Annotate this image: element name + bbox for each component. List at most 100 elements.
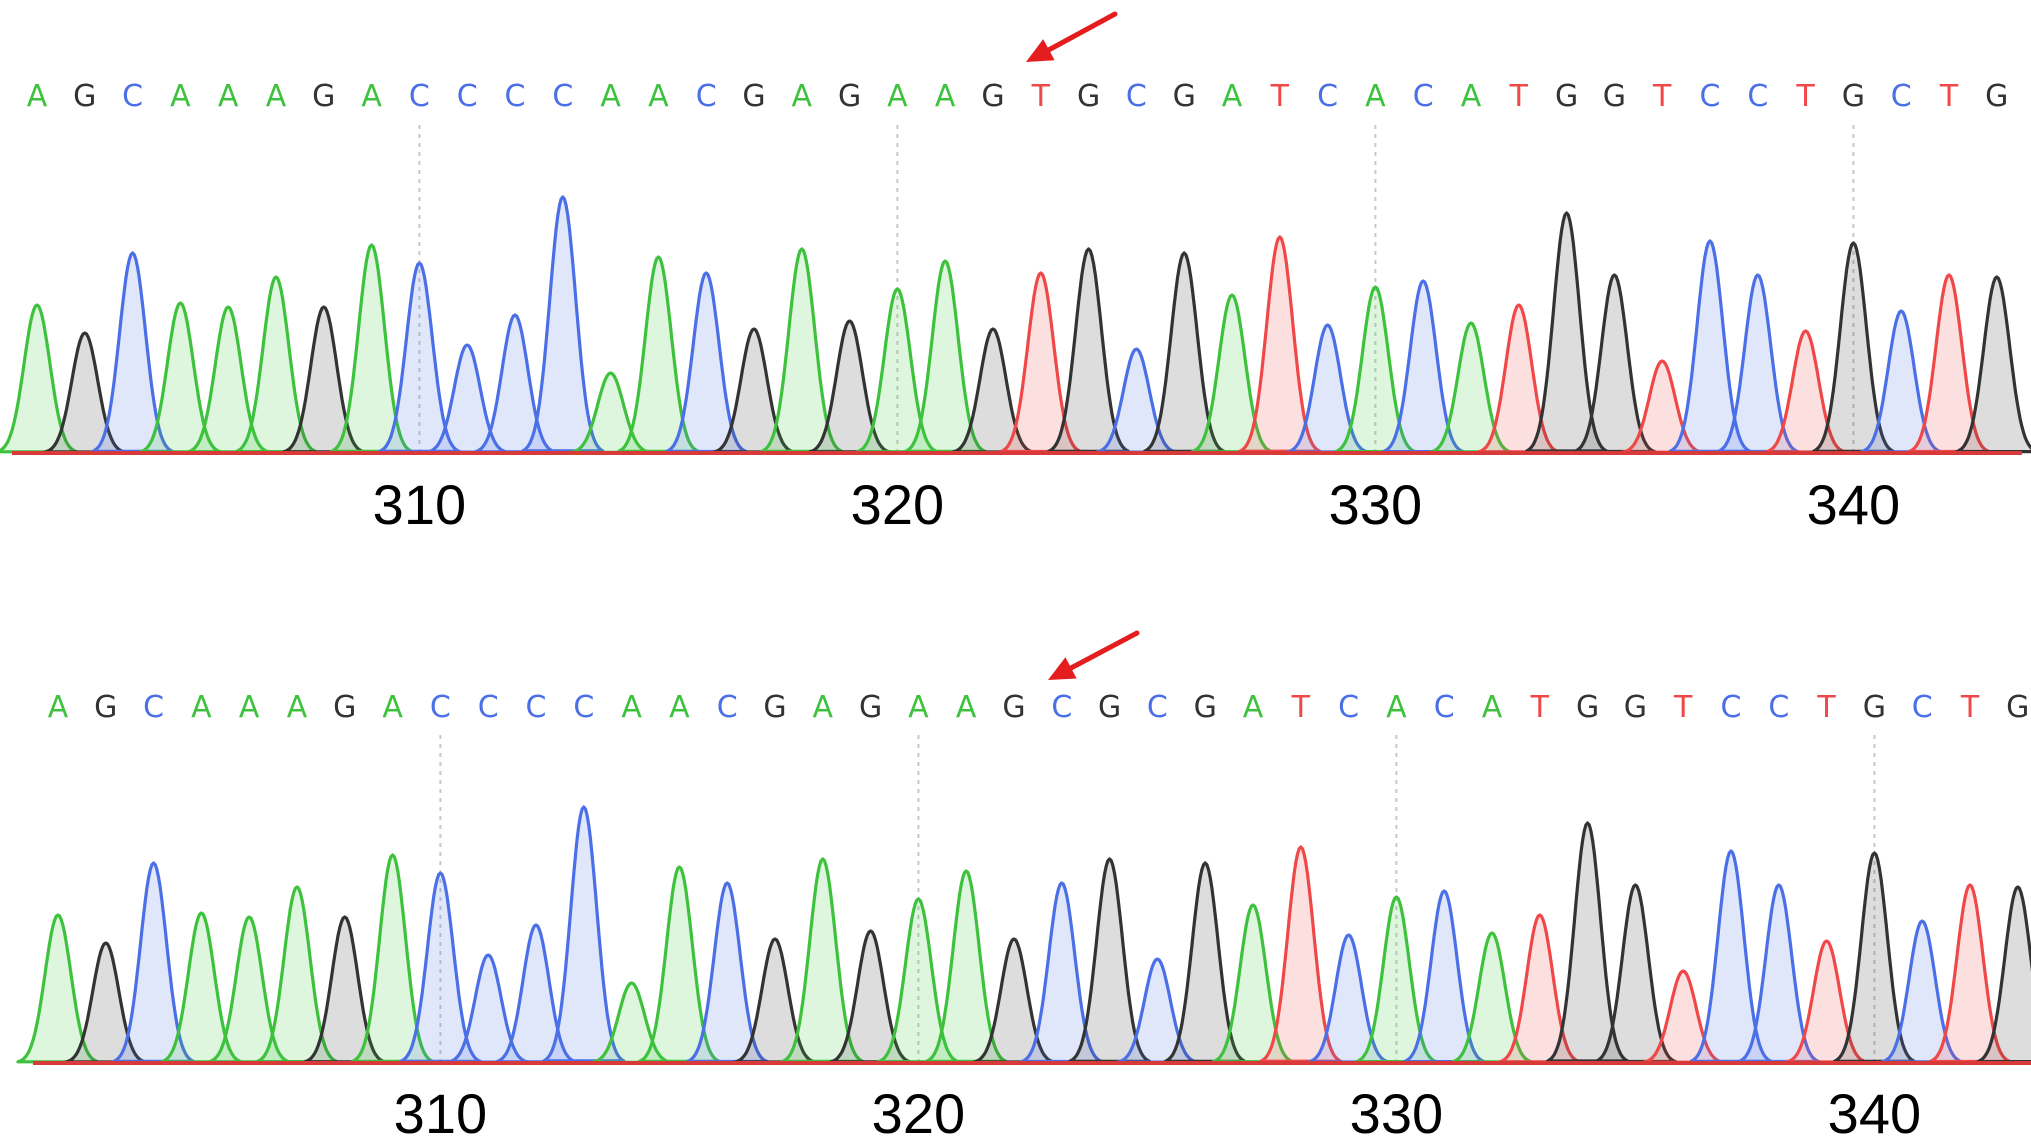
base-call-letter: C	[1891, 79, 1912, 114]
base-call-letter: A	[621, 690, 642, 725]
base-call-letter: G	[73, 79, 96, 114]
base-call-letter: G	[1555, 79, 1578, 114]
x-tick-label: 330	[1350, 1082, 1443, 1137]
peak-G	[1832, 851, 1916, 1063]
base-call-letter: A	[239, 690, 260, 725]
peak-A	[186, 305, 270, 454]
peak-C	[685, 881, 769, 1064]
base-call-letter: T	[1673, 690, 1693, 725]
base-call-letter: G	[838, 79, 861, 114]
base-call-letter: C	[1434, 690, 1455, 725]
peak-G	[1525, 211, 1609, 453]
base-call-letter: G	[981, 79, 1004, 114]
base-call-letter: C	[409, 79, 430, 114]
peak-A	[1429, 321, 1513, 454]
base-call-letter: A	[361, 79, 382, 114]
base-call-letter: A	[1365, 79, 1386, 114]
base-call-letter: C	[717, 690, 738, 725]
peak-G	[1572, 273, 1656, 454]
peak-C	[1689, 849, 1773, 1063]
base-call-letter: G	[1603, 79, 1626, 114]
base-call-letter: T	[1939, 79, 1959, 114]
base-call-letter: T	[1509, 79, 1529, 114]
mutation-arrow-head	[1048, 657, 1077, 680]
peak-G	[1593, 883, 1677, 1064]
base-call-letter: C	[696, 79, 717, 114]
base-call-letter: C	[1721, 690, 1742, 725]
peak-A	[876, 897, 960, 1064]
peak-C	[1402, 889, 1486, 1064]
peak-C	[1668, 239, 1752, 453]
peak-G	[1811, 241, 1895, 453]
base-call-letter: T	[1795, 79, 1815, 114]
base-call-letter: A	[1243, 690, 1264, 725]
base-call-letter: C	[1912, 690, 1933, 725]
peak-A	[234, 275, 318, 454]
peak-A	[760, 247, 844, 453]
peak-A	[1211, 903, 1295, 1064]
peak-T	[999, 271, 1083, 454]
base-call-letter: G	[742, 79, 765, 114]
base-call-letter: T	[1816, 690, 1836, 725]
peak-A	[616, 255, 700, 453]
base-call-letter: C	[552, 79, 573, 114]
base-call-letter: C	[143, 690, 164, 725]
peak-A	[0, 303, 79, 454]
peak-C	[1737, 883, 1821, 1064]
peak-C	[398, 871, 482, 1063]
peak-C	[1115, 957, 1199, 1064]
base-call-letter: G	[1863, 690, 1886, 725]
peak-G	[303, 915, 387, 1064]
base-call-letter: A	[191, 690, 212, 725]
base-call-letter: G	[1077, 79, 1100, 114]
base-call-letter: A	[218, 79, 239, 114]
peak-C	[1716, 273, 1800, 454]
base-call-letter: A	[27, 79, 48, 114]
peak-C	[91, 251, 175, 453]
base-call-letter: T	[1530, 690, 1550, 725]
x-tick-label: 320	[872, 1082, 965, 1137]
peak-G	[951, 327, 1035, 454]
base-call-letter: T	[1652, 79, 1672, 114]
peak-T	[1764, 329, 1848, 454]
base-call-letter: A	[48, 690, 69, 725]
base-call-letter: G	[1002, 690, 1025, 725]
base-call-letter: C	[505, 79, 526, 114]
x-tick-label: 340	[1828, 1082, 1921, 1137]
base-call-letter: C	[122, 79, 143, 114]
peak-C	[1381, 279, 1465, 454]
peak-G	[64, 941, 148, 1064]
base-call-letter: G	[1194, 690, 1217, 725]
base-call-letter: C	[1700, 79, 1721, 114]
base-call-letter: G	[312, 79, 335, 114]
peak-A	[855, 287, 939, 454]
base-call-letter: A	[382, 690, 403, 725]
base-call-letter: C	[526, 690, 547, 725]
base-call-letter: C	[1413, 79, 1434, 114]
peak-T	[1477, 303, 1561, 454]
peak-G	[1976, 885, 2031, 1064]
peak-C	[446, 953, 530, 1064]
peak-G	[1955, 275, 2031, 454]
base-call-letter: A	[908, 690, 929, 725]
peak-T	[1498, 913, 1582, 1064]
base-call-letter: C	[478, 690, 499, 725]
base-call-letter: G	[1576, 690, 1599, 725]
peak-C	[494, 923, 578, 1064]
peak-C	[1307, 933, 1391, 1064]
base-call-letter: A	[887, 79, 908, 114]
peak-G	[43, 331, 127, 454]
base-call-letter: C	[1317, 79, 1338, 114]
base-call-letter: A	[669, 690, 690, 725]
peak-A	[1450, 931, 1534, 1064]
base-call-letter: C	[1338, 690, 1359, 725]
x-tick-label: 340	[1807, 473, 1900, 536]
base-call-letter: T	[1960, 690, 1980, 725]
peak-G	[1163, 861, 1247, 1063]
base-call-letter: G	[94, 690, 117, 725]
base-call-letter: A	[1386, 690, 1407, 725]
base-call-letter: A	[266, 79, 287, 114]
